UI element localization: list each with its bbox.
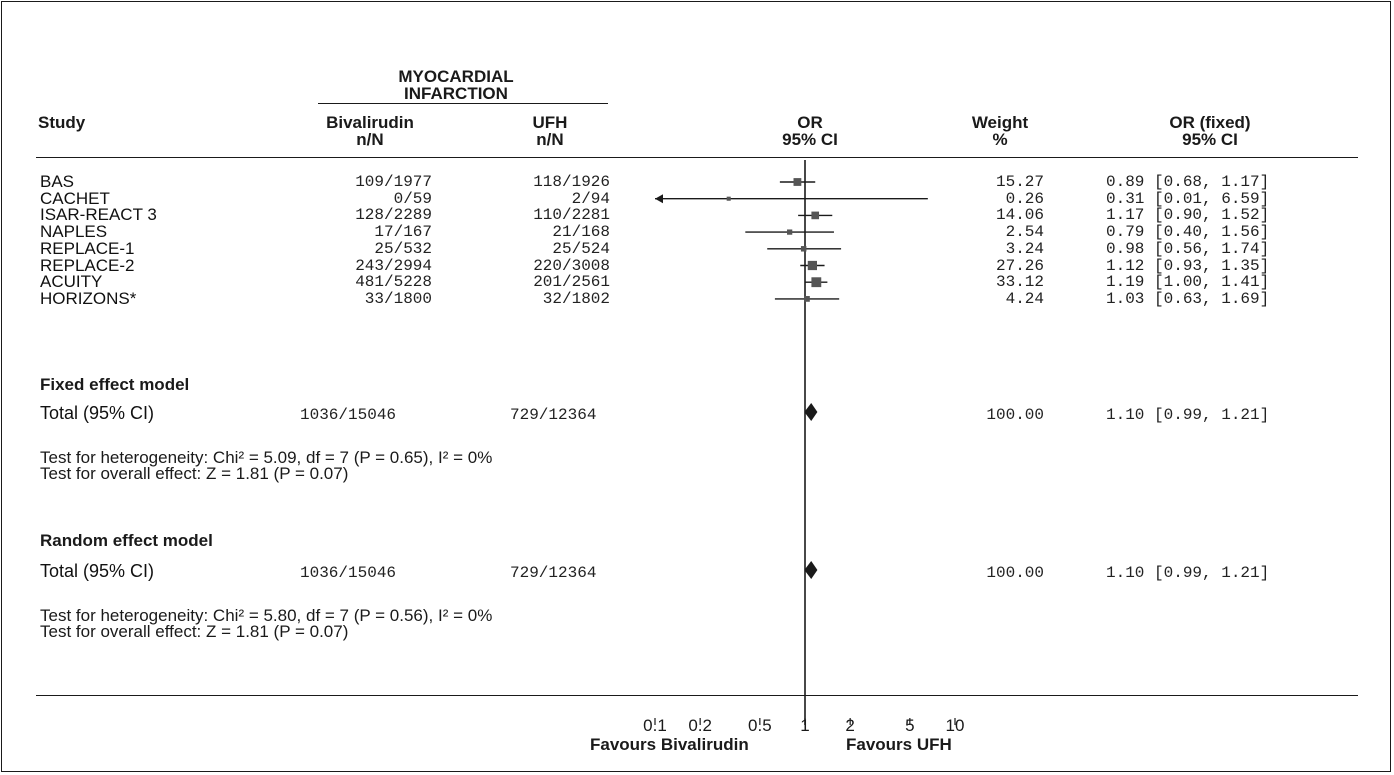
- study-bivalirudin-events: 243/2994: [355, 256, 432, 275]
- study-bivalirudin-events: 17/167: [374, 223, 432, 242]
- study-weight: 0.26: [1005, 189, 1044, 208]
- study-name: ACUITY: [40, 272, 103, 292]
- study-ufh-events: 25/524: [552, 239, 610, 258]
- study-weight: 14.06: [995, 206, 1044, 225]
- random-total-ufh: 729/12364: [510, 564, 597, 582]
- study-point-estimate: [787, 229, 793, 235]
- study-ufh-events: 220/3008: [533, 256, 610, 275]
- group-title-line2: INFARCTION: [404, 84, 508, 103]
- fixed-model-title: Fixed effect model: [40, 375, 190, 394]
- or-header-ci: 95% CI: [782, 130, 838, 149]
- or-fixed-header: OR (fixed): [1169, 113, 1251, 132]
- study-or-ci: 0.98 [0.56, 1.74]: [1106, 239, 1270, 258]
- fixed-heterogeneity-test: Test for heterogeneity: Chi² = 5.09, df …: [40, 448, 493, 467]
- study-name: CACHET: [40, 188, 110, 208]
- study-or-ci: 0.79 [0.40, 1.56]: [1106, 223, 1270, 242]
- fixed-total-or-ci: 1.10 [0.99, 1.21]: [1106, 406, 1270, 424]
- study-name: HORIZONS*: [40, 288, 137, 308]
- random-heterogeneity-test: Test for heterogeneity: Chi² = 5.80, df …: [40, 606, 493, 625]
- axis-tick-label: 2: [845, 716, 855, 735]
- footer-rule: [36, 695, 1358, 696]
- study-or-ci: 1.19 [1.00, 1.41]: [1106, 273, 1270, 292]
- axis-tick-label: 0.5: [748, 716, 772, 735]
- study-name: REPLACE-1: [40, 238, 135, 258]
- study-point-estimate: [811, 277, 822, 288]
- ufh-header-unit: n/N: [536, 130, 564, 149]
- study-bivalirudin-events: 481/5228: [355, 273, 432, 292]
- study-name: NAPLES: [40, 222, 108, 242]
- fixed-overall-effect-test: Test for overall effect: Z = 1.81 (P = 0…: [40, 464, 349, 483]
- axis-tick-label: 0.1: [643, 716, 667, 735]
- fixed-total-ufh: 729/12364: [510, 406, 597, 424]
- axis-tick-label: 0.2: [688, 716, 712, 735]
- study-or-ci: 0.31 [0.01, 6.59]: [1106, 189, 1270, 208]
- study-point-estimate: [726, 196, 731, 201]
- study-bivalirudin-events: 33/1800: [364, 289, 432, 308]
- group-title-underline: [318, 103, 608, 104]
- fixed-total-weight: 100.00: [986, 406, 1044, 424]
- study-bivalirudin-events: 25/532: [374, 239, 432, 258]
- study-header: Study: [38, 113, 86, 132]
- group-title-line1: MYOCARDIAL: [398, 67, 514, 86]
- study-name: REPLACE-2: [40, 255, 135, 275]
- study-weight: 33.12: [995, 273, 1044, 292]
- weight-header-unit: %: [992, 130, 1008, 149]
- random-total-label: Total (95% CI): [40, 561, 155, 581]
- axis-tick-label: 5: [905, 716, 915, 735]
- fixed-total-bivalirudin: 1036/15046: [300, 406, 397, 424]
- random-total-or-ci: 1.10 [0.99, 1.21]: [1106, 564, 1270, 582]
- study-name: ISAR-REACT 3: [40, 205, 157, 225]
- study-bivalirudin-events: 109/1977: [355, 173, 432, 191]
- study-ufh-events: 201/2561: [533, 273, 610, 292]
- study-ufh-events: 118/1926: [533, 173, 610, 191]
- random-model-title: Random effect model: [40, 531, 213, 550]
- study-or-ci: 1.12 [0.93, 1.35]: [1106, 256, 1270, 275]
- axis-tick-label: 1: [800, 716, 810, 735]
- study-weight: 2.54: [1005, 223, 1044, 242]
- study-weight: 15.27: [995, 173, 1044, 191]
- study-ufh-events: 32/1802: [542, 289, 610, 308]
- ufh-header: UFH: [532, 113, 568, 132]
- study-point-estimate: [800, 246, 807, 252]
- pooled-diamond: [804, 561, 818, 579]
- study-weight: 3.24: [1005, 239, 1044, 258]
- pooled-diamond: [804, 403, 818, 421]
- header-rule: [36, 157, 1358, 158]
- bivalirudin-header: Bivalirudin: [326, 113, 414, 132]
- favours-ufh-label: Favours UFH: [846, 735, 952, 754]
- weight-header: Weight: [971, 113, 1029, 132]
- study-ufh-events: 21/168: [552, 223, 610, 242]
- study-ufh-events: 2/94: [571, 189, 610, 208]
- study-weight: 27.26: [995, 256, 1044, 275]
- study-point-estimate: [804, 296, 810, 302]
- study-ufh-events: 110/2281: [533, 206, 610, 225]
- or-header: OR: [797, 113, 823, 132]
- random-total-weight: 100.00: [986, 564, 1044, 582]
- random-total-bivalirudin: 1036/15046: [300, 564, 397, 582]
- bivalirudin-header-unit: n/N: [356, 130, 384, 149]
- study-name: BAS: [40, 172, 75, 191]
- study-point-estimate: [807, 260, 818, 271]
- favours-bivalirudin-label: Favours Bivalirudin: [590, 735, 749, 754]
- random-overall-effect-test: Test for overall effect: Z = 1.81 (P = 0…: [40, 622, 349, 641]
- or-fixed-header-ci: 95% CI: [1182, 130, 1238, 149]
- fixed-total-label: Total (95% CI): [40, 403, 155, 423]
- study-bivalirudin-events: 0/59: [393, 189, 432, 208]
- study-point-estimate: [793, 178, 802, 186]
- study-or-ci: 1.17 [0.90, 1.52]: [1106, 206, 1270, 225]
- study-point-estimate: [811, 211, 820, 220]
- ci-clipped-arrow: [655, 194, 663, 204]
- study-bivalirudin-events: 128/2289: [355, 206, 432, 225]
- axis-tick-label: 10: [945, 716, 965, 735]
- study-or-ci: 1.03 [0.63, 1.69]: [1106, 289, 1270, 308]
- study-weight: 4.24: [1005, 289, 1044, 308]
- study-or-ci: 0.89 [0.68, 1.17]: [1106, 173, 1270, 191]
